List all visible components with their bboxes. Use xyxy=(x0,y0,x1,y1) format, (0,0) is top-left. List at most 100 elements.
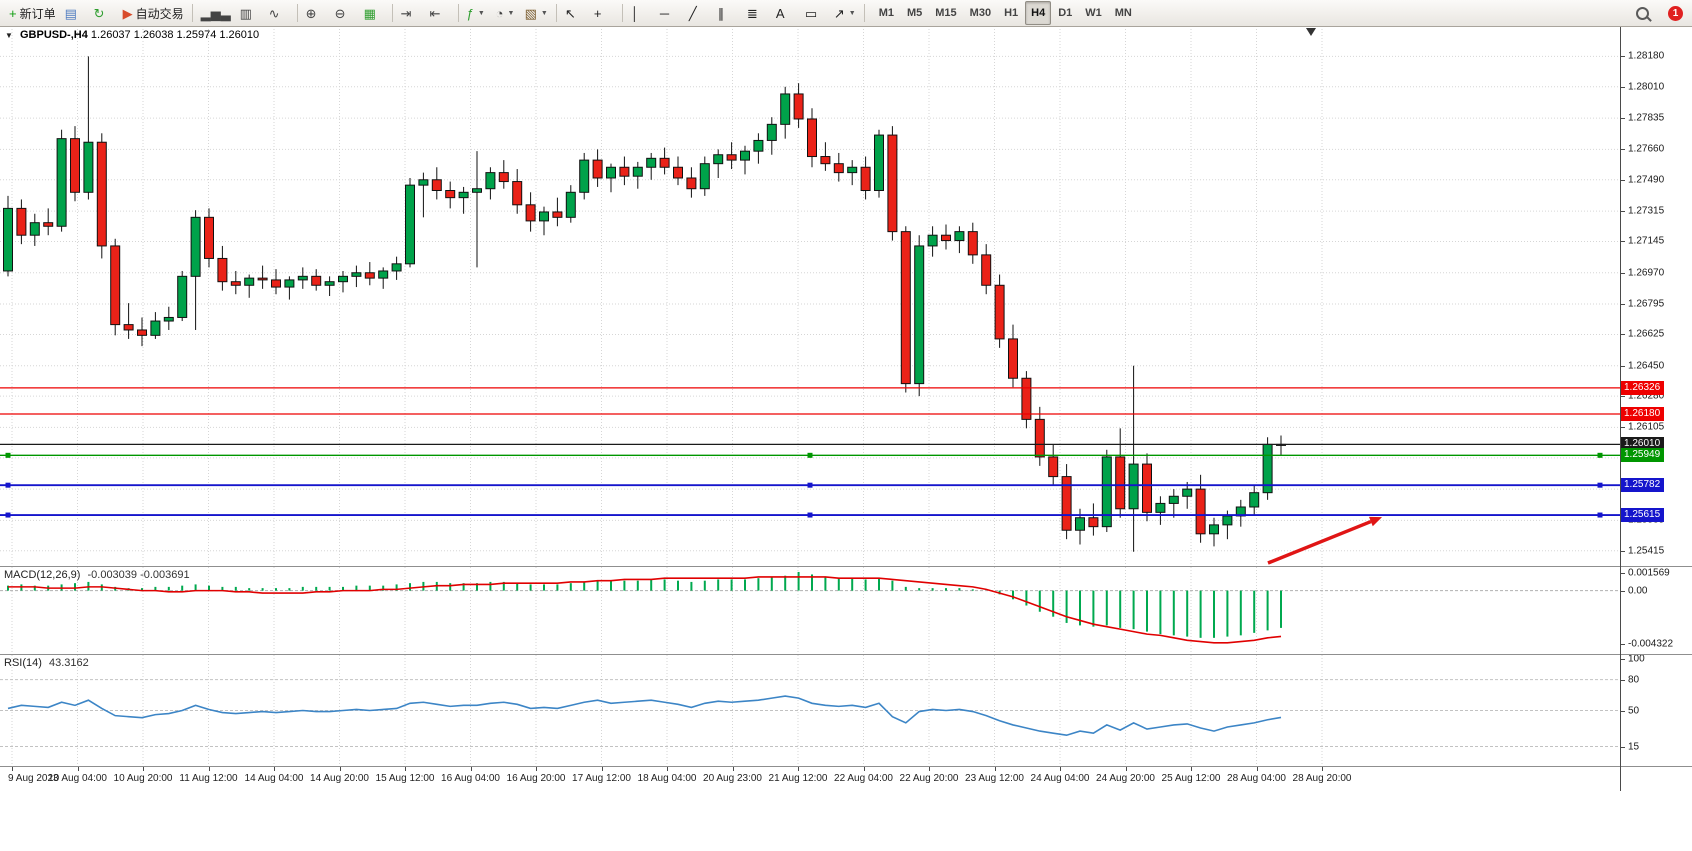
dropdown-caret-icon: ▼ xyxy=(540,9,548,17)
text-icon: A xyxy=(775,5,785,21)
timeframe-m15[interactable]: M15 xyxy=(935,7,957,19)
new-order-icon: + xyxy=(9,5,17,21)
macd-signal-line xyxy=(8,576,1282,644)
rsi-label: RSI(14) 43.3162 xyxy=(4,657,89,669)
scale-tick xyxy=(1621,679,1625,681)
hline-1.25949[interactable] xyxy=(0,452,1620,458)
price-tag-1.25782: 1.25782 xyxy=(1621,478,1665,493)
hline-1.25782[interactable] xyxy=(0,482,1620,488)
autotrading-button[interactable]: ▶ 自动交易 xyxy=(119,1,188,25)
arrows-button[interactable]: ↗ ▼ xyxy=(830,1,860,25)
macd-label: MACD(12,26,9) -0.003039 -0.003691 xyxy=(4,569,190,581)
zoom-out-button[interactable]: ⊖ xyxy=(331,1,359,25)
chart-shift-marker[interactable] xyxy=(1306,28,1316,36)
scale-label: 1.27315 xyxy=(1628,205,1665,217)
templates-icon: ▧ xyxy=(524,5,537,21)
refresh-icon: ↻ xyxy=(93,5,105,21)
tile-windows-button[interactable]: ▦ xyxy=(360,1,388,25)
scale-separator xyxy=(1621,566,1692,567)
toolbar-separator xyxy=(863,4,865,22)
cursor-button[interactable]: ↖ xyxy=(561,1,589,25)
timeframe-d1[interactable]: D1 xyxy=(1058,7,1073,19)
text-label-icon: ▭ xyxy=(804,5,818,21)
channel-button[interactable]: ∥ xyxy=(714,1,742,25)
auto-scroll-button[interactable]: ⇥ xyxy=(397,1,425,25)
hline-1.25615[interactable] xyxy=(0,512,1620,518)
scale-label: 50 xyxy=(1628,705,1640,716)
timeframe-h1[interactable]: H1 xyxy=(1004,7,1019,19)
macd-values: -0.003039 -0.003691 xyxy=(87,569,190,581)
scale-tick xyxy=(1621,304,1625,306)
candle-chart-button[interactable]: ▥ xyxy=(236,1,264,25)
search-button[interactable] xyxy=(1632,1,1660,25)
line-chart-button[interactable]: ∿ xyxy=(265,1,293,25)
time-axis[interactable]: 9 Aug 2023 10 Aug 04:00 10 Aug 20:00 11 Aug… xyxy=(0,767,1620,791)
scale-label: 1.26105 xyxy=(1628,421,1665,433)
refresh-button[interactable]: ↻ xyxy=(90,1,118,25)
time-tick xyxy=(929,767,930,771)
horizontal-line-button[interactable]: ─ xyxy=(656,1,684,25)
new-order-button[interactable]: + 新订单 xyxy=(5,1,60,25)
crosshair-button[interactable]: + xyxy=(590,1,618,25)
trendline-button[interactable]: ╱ xyxy=(685,1,713,25)
timeframe-mn[interactable]: MN xyxy=(1114,7,1132,19)
time-tick xyxy=(1060,767,1061,771)
time-tick xyxy=(601,767,603,771)
chart-shift-icon: ⇤ xyxy=(429,5,441,21)
chart-windows-button[interactable]: ▤ xyxy=(61,1,89,25)
indicators-icon: ƒ xyxy=(466,5,474,21)
scale-separator xyxy=(1621,766,1692,767)
rsi-panel[interactable]: RSI(14) 43.3162 xyxy=(0,655,1620,767)
symbol-label: GBPUSD-,H4 xyxy=(20,29,88,41)
notification-badge[interactable]: 1 xyxy=(1668,5,1683,21)
rsi-canvas[interactable] xyxy=(0,655,1620,766)
bar-chart-button[interactable]: ▂▅▃ xyxy=(197,1,235,25)
scale-label: 1.28010 xyxy=(1628,81,1665,93)
timeframe-w1[interactable]: W1 xyxy=(1085,7,1102,19)
scale-tick xyxy=(1621,396,1625,398)
price-scale[interactable]: 1.28180 1.28010 1.27835 1.27660 1.27490 1.273… xyxy=(1620,26,1692,791)
dropdown-caret-icon: ▼ xyxy=(477,9,485,17)
time-tick xyxy=(1125,767,1127,771)
main-chart-panel[interactable]: ▼ GBPUSD-,H4 1.26037 1.26038 1.25974 1.2… xyxy=(0,26,1620,567)
scale-tick xyxy=(1621,550,1625,552)
rsi-line xyxy=(7,695,1282,737)
auto-scroll-icon: ⇥ xyxy=(400,5,412,21)
vertical-line-button[interactable]: │ xyxy=(627,1,655,25)
zoom-in-icon: ⊕ xyxy=(305,5,317,21)
fibonacci-button[interactable]: ≣ xyxy=(743,1,771,25)
timeframe-m5[interactable]: M5 xyxy=(906,7,923,19)
scale-label: -0.004322 xyxy=(1628,638,1674,650)
indicators-button[interactable]: ƒ ▼ xyxy=(463,1,491,25)
scale-label: 1.26625 xyxy=(1628,328,1665,340)
dropdown-caret-icon: ▼ xyxy=(507,9,515,17)
text-label-button[interactable]: ▭ xyxy=(801,1,829,25)
rsi-gridlines xyxy=(0,655,1620,766)
scale-tick xyxy=(1621,179,1625,181)
time-tick xyxy=(863,767,865,771)
main-chart-canvas[interactable] xyxy=(0,26,1620,566)
time-label: 23 Aug 12:00 xyxy=(965,773,1024,784)
time-tick xyxy=(994,767,996,771)
zoom-in-button[interactable]: ⊕ xyxy=(302,1,330,25)
periods-button[interactable]: ◔ ▼ xyxy=(492,1,520,25)
timeframe-m1[interactable]: M1 xyxy=(878,7,894,19)
templates-button[interactable]: ▧ ▼ xyxy=(521,1,552,25)
candle-chart-icon: ▥ xyxy=(239,5,252,21)
time-tick xyxy=(1191,767,1192,771)
macd-panel[interactable]: MACD(12,26,9) -0.003039 -0.003691 xyxy=(0,567,1620,655)
timeframe-h4[interactable]: H4 xyxy=(1025,1,1052,25)
toolbar-separator xyxy=(621,4,623,22)
scale-tick xyxy=(1621,365,1625,367)
scale-label: 0.001569 xyxy=(1628,567,1670,579)
arrow-annotation[interactable] xyxy=(1267,516,1383,565)
scale-label: 1.26970 xyxy=(1628,267,1665,279)
text-button[interactable]: A xyxy=(772,1,800,25)
time-label: 17 Aug 12:00 xyxy=(572,773,631,784)
chart-shift-button[interactable]: ⇤ xyxy=(426,1,454,25)
timeframe-m30[interactable]: M30 xyxy=(969,7,992,19)
time-label: 28 Aug 20:00 xyxy=(1292,773,1352,784)
time-label: 22 Aug 04:00 xyxy=(834,773,893,784)
one-click-trading-toggle[interactable]: ▼ xyxy=(5,31,13,40)
macd-canvas[interactable] xyxy=(0,567,1620,654)
